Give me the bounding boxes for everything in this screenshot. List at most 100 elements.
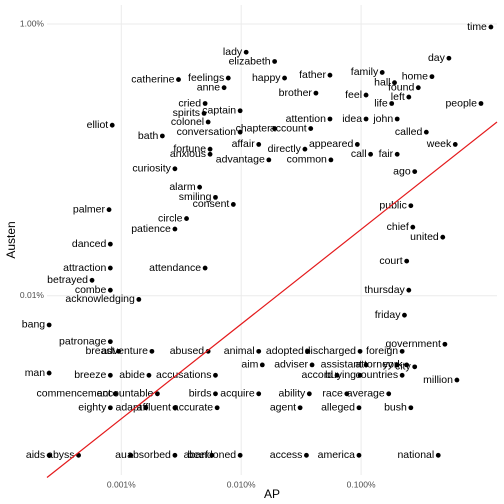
point [408, 203, 414, 209]
point [256, 348, 262, 354]
point [452, 142, 458, 147]
point [357, 348, 363, 354]
point-label: adventure [101, 345, 148, 357]
point [213, 194, 218, 200]
point [272, 126, 278, 131]
point-label: abused [170, 345, 205, 357]
point-label: elizabeth [229, 55, 271, 67]
point [209, 452, 215, 458]
point-label: buying [325, 369, 356, 381]
point [392, 80, 397, 86]
point [213, 372, 218, 378]
point-label: lady [223, 46, 243, 58]
point-label: accusations [156, 369, 211, 381]
point [394, 116, 400, 122]
point-label: ago [393, 165, 411, 177]
point-label: consent [193, 198, 230, 210]
point-label: animal [224, 345, 255, 357]
point-label: betrayed [47, 274, 88, 286]
point [399, 348, 405, 354]
point [225, 75, 231, 81]
point-label: catherine [131, 73, 174, 85]
point-label: access [270, 449, 303, 461]
point-label: birds [189, 388, 212, 400]
point [207, 146, 213, 152]
point-label: attendance [149, 262, 201, 274]
point-label: directly [268, 143, 302, 155]
point-label: common [287, 154, 327, 166]
point [363, 362, 369, 368]
point-label: life [374, 97, 388, 109]
point [412, 169, 418, 175]
point [328, 157, 334, 163]
point-label: captain [202, 105, 236, 117]
point [327, 116, 333, 122]
point-label: friday [375, 309, 401, 321]
point [136, 297, 142, 302]
point [116, 348, 122, 354]
point [282, 75, 287, 81]
point-label: alarm [169, 181, 196, 193]
point-label: fair [379, 148, 394, 160]
point-label: bang [22, 319, 46, 331]
point [214, 405, 220, 411]
point [446, 55, 452, 61]
point [46, 370, 52, 376]
point-label: advantage [216, 154, 265, 166]
point [128, 452, 134, 458]
point [389, 101, 395, 106]
point [172, 226, 178, 232]
point [344, 391, 350, 397]
point-label: conversation [177, 126, 237, 138]
point [202, 265, 208, 271]
point [149, 348, 155, 354]
point [107, 372, 113, 378]
point-label: commencement [37, 388, 112, 400]
point-label: chief [387, 221, 409, 233]
point-label: beef [187, 449, 208, 461]
point-label: america [318, 449, 356, 461]
point [172, 452, 178, 458]
point [89, 277, 95, 283]
point-label: abandoned [184, 449, 237, 461]
point [406, 287, 412, 293]
point-label: attorney [355, 359, 394, 371]
point-label: accountable [97, 388, 154, 400]
point [184, 216, 189, 221]
point [356, 405, 362, 411]
point-label: city [395, 361, 412, 373]
point [202, 101, 208, 106]
point-label: breast [85, 345, 114, 357]
point [143, 405, 149, 411]
point-label: home [402, 70, 428, 82]
point [423, 129, 429, 135]
point [302, 146, 308, 152]
point-label: account [270, 122, 307, 134]
point-label: york [383, 359, 404, 371]
point [478, 101, 484, 106]
y-axis-title: Austen [4, 221, 18, 258]
point-label: breeze [74, 369, 106, 381]
point-label: man [25, 367, 46, 379]
point-label: father [299, 69, 326, 81]
point-label: agent [270, 402, 296, 414]
point [368, 151, 373, 157]
point-label: feel [345, 89, 362, 101]
point-label: absorbed [127, 449, 171, 461]
point [243, 49, 249, 55]
x-tick-label: 0.001% [107, 479, 136, 489]
point-label: government [385, 338, 441, 350]
point-label: foreign [366, 345, 398, 357]
point-label: patronage [59, 335, 106, 347]
point [394, 151, 400, 157]
point [107, 405, 113, 411]
point-label: colonel [171, 116, 204, 128]
point [259, 362, 265, 368]
point-label: idea [342, 113, 362, 125]
point-label: eighty [78, 402, 107, 414]
point [309, 362, 315, 368]
point [155, 391, 160, 397]
panel [47, 5, 497, 475]
point [112, 391, 118, 397]
y-tick-label: 0.01% [20, 290, 45, 300]
